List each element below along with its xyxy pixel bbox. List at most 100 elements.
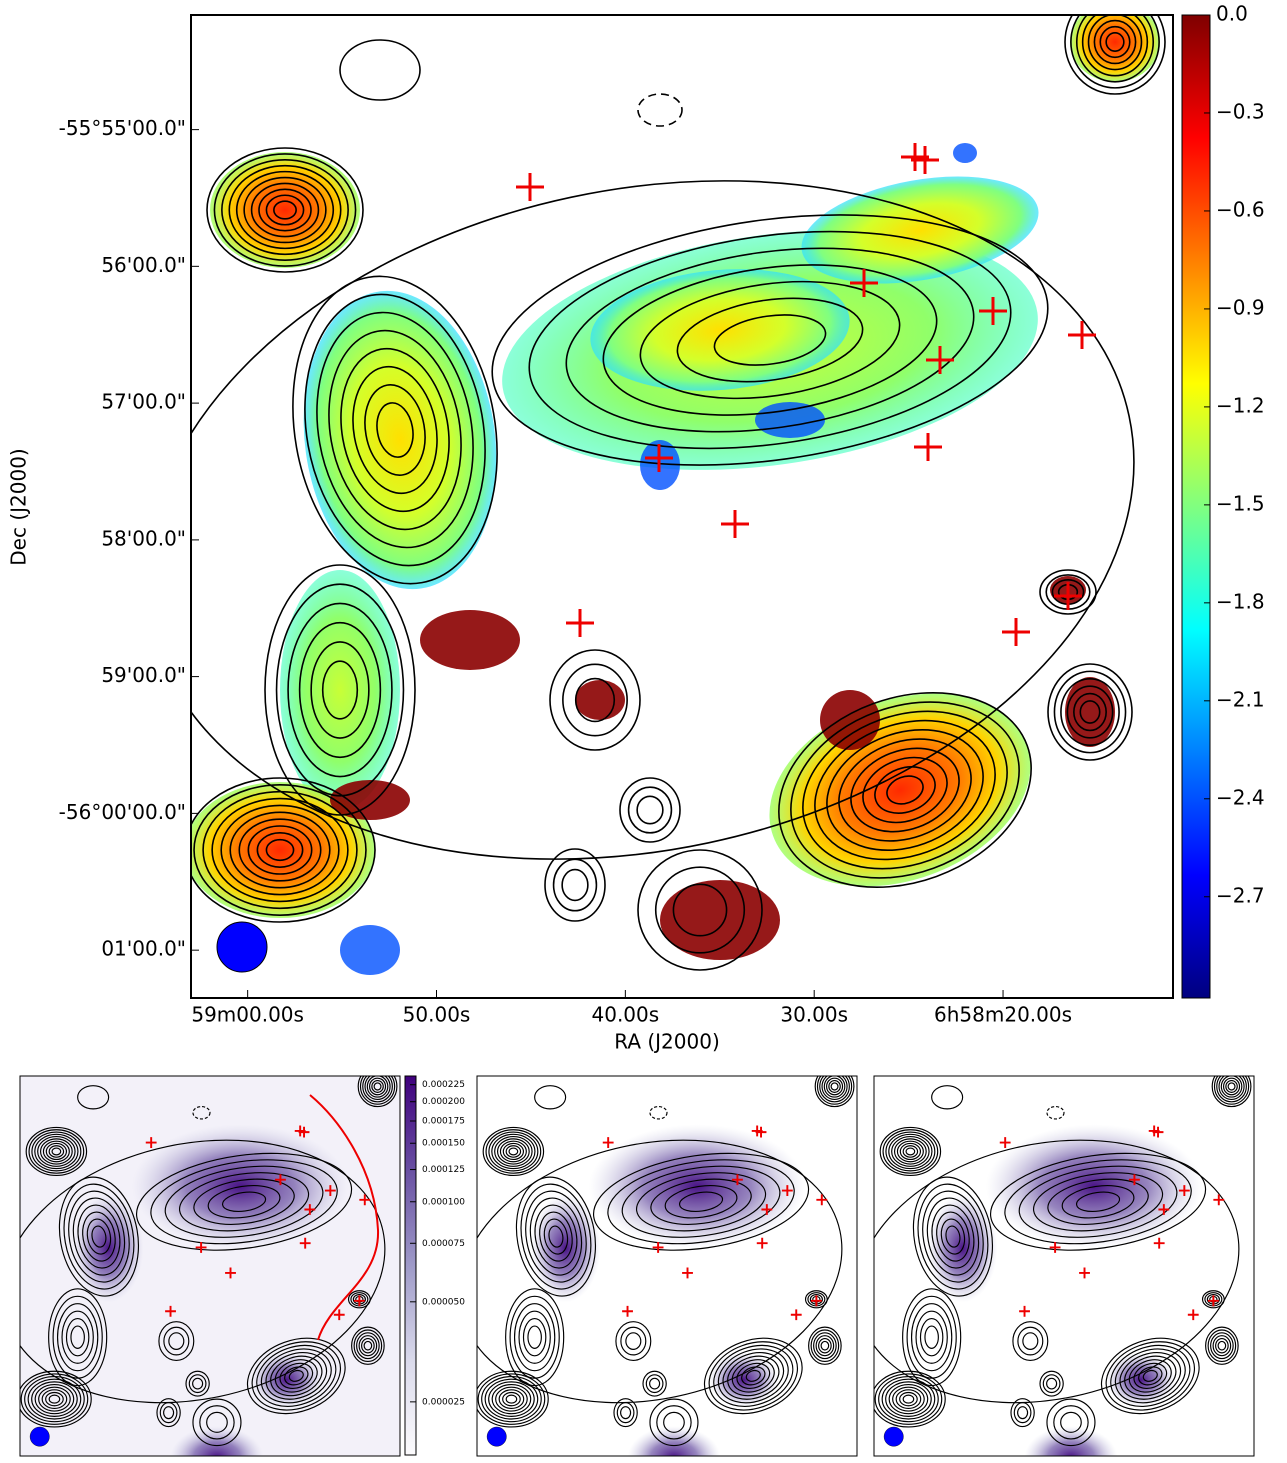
- contour: [778, 691, 1032, 889]
- contour: [891, 1136, 930, 1167]
- source-marker: [755, 1126, 767, 1138]
- contour: [893, 1138, 927, 1165]
- contour: [34, 1133, 79, 1170]
- contour: [637, 849, 763, 971]
- contour: [882, 1129, 939, 1174]
- contour: [63, 1183, 135, 1290]
- colorbar-tick-label: 0.000125: [422, 1165, 465, 1175]
- contour: [810, 1329, 840, 1363]
- contour: [528, 230, 1012, 450]
- emission-blob: [170, 1426, 264, 1457]
- x-tick-label: 40.00s: [592, 1003, 660, 1027]
- contour: [741, 1366, 766, 1386]
- contour: [727, 1355, 780, 1397]
- source-marker: [645, 444, 673, 472]
- colorbar-tick-label: 0.000025: [422, 1397, 465, 1407]
- source-marker: [816, 1194, 828, 1206]
- contour: [745, 1369, 761, 1382]
- contour: [654, 866, 746, 954]
- contour: [491, 214, 1049, 466]
- contour: [206, 1411, 228, 1433]
- contour: [86, 1218, 112, 1255]
- source-marker: [756, 1237, 768, 1249]
- contour: [340, 347, 450, 513]
- index-blob: [420, 610, 520, 670]
- source-marker: [622, 1305, 633, 1317]
- contour: [830, 1082, 839, 1091]
- contour: [620, 1326, 647, 1356]
- contour: [1047, 663, 1133, 761]
- contour: [34, 1383, 75, 1415]
- source-marker: [1153, 1237, 1165, 1249]
- contour: [850, 747, 960, 833]
- source-marker: [979, 297, 1007, 325]
- beam: [883, 1426, 904, 1447]
- contour: [826, 1077, 844, 1096]
- contour: [70, 1325, 85, 1349]
- contour: [45, 1391, 64, 1407]
- colorbar-tick-label: −2.7: [1216, 883, 1265, 907]
- index-blob: [303, 290, 497, 590]
- contour: [637, 93, 683, 127]
- source-marker: [1152, 1126, 1164, 1138]
- contour: [39, 1138, 73, 1165]
- contour: [1215, 1337, 1229, 1354]
- contour: [515, 1176, 597, 1297]
- y-tick-label: 58'00.0": [101, 526, 186, 550]
- contour: [1087, 15, 1143, 71]
- contour: [20, 1373, 89, 1425]
- contour: [235, 170, 335, 250]
- contour: [917, 1183, 989, 1290]
- contour: [926, 1197, 980, 1276]
- index-blob: [340, 925, 400, 975]
- contour: [51, 1147, 62, 1156]
- contour: [164, 1165, 324, 1238]
- contour: [1110, 1344, 1191, 1407]
- contour: [602, 264, 938, 416]
- contour: [256, 832, 304, 868]
- contour: [873, 1370, 946, 1428]
- contour: [1064, 15, 1166, 95]
- contour: [862, 756, 948, 824]
- contour: [82, 1211, 116, 1262]
- contour: [91, 1225, 107, 1248]
- contour: [672, 883, 728, 937]
- contour: [808, 1326, 842, 1365]
- contour: [339, 39, 421, 101]
- colorbar-tick-label: −0.9: [1216, 295, 1265, 319]
- contour: [265, 1352, 328, 1400]
- contour: [221, 159, 349, 261]
- contour: [621, 1165, 781, 1238]
- beam: [216, 921, 268, 973]
- contour: [1218, 1076, 1245, 1101]
- contour: [615, 1321, 652, 1362]
- contour: [484, 1378, 539, 1420]
- index-blob: [801, 176, 1039, 284]
- contour: [1213, 1076, 1250, 1105]
- contour: [620, 1406, 632, 1420]
- contour: [518, 1310, 551, 1364]
- source-marker: [1019, 1305, 1030, 1317]
- contour: [185, 1370, 210, 1397]
- contour: [663, 1411, 685, 1433]
- contour: [828, 1079, 841, 1093]
- index-blob: [575, 680, 625, 720]
- colorbar-tick-label: 0.000100: [422, 1197, 465, 1207]
- index-blob: [660, 880, 780, 960]
- contour: [72, 1197, 126, 1276]
- contour: [292, 275, 498, 585]
- contour: [565, 247, 975, 433]
- y-tick-label: 57'00.0": [101, 390, 186, 414]
- source-marker: [1213, 1194, 1225, 1206]
- contour: [912, 1176, 994, 1297]
- source-marker: [1079, 1267, 1090, 1279]
- contour: [678, 1191, 724, 1213]
- contour: [369, 1077, 387, 1096]
- source-marker: [299, 1237, 311, 1249]
- colorbar-tick-label: 0.000225: [422, 1080, 465, 1090]
- contour: [1081, 15, 1149, 77]
- contour: [31, 1381, 78, 1417]
- source-marker: [298, 1126, 310, 1138]
- contour: [220, 804, 340, 896]
